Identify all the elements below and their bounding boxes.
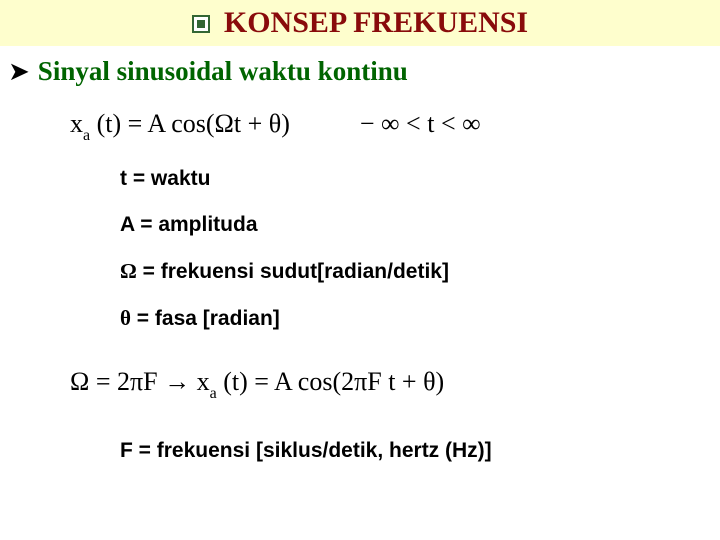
formula1-rhs: − ∞ < t < ∞ — [360, 109, 481, 138]
def-F: F = frekuensi [siklus/detik, hertz (Hz)] — [120, 439, 720, 463]
page-title: KONSEP FREKUENSI — [224, 6, 528, 40]
formula2-rhs: (t) = A cos(2πF t + θ) — [217, 367, 445, 396]
omega-symbol: Ω — [120, 259, 137, 283]
def-t: t = waktu — [120, 167, 720, 191]
formula-2: Ω = 2πF → xa (t) = A cos(2πF t + θ) — [60, 361, 454, 411]
def-theta: θ = fasa [radian] — [120, 306, 720, 331]
theta-symbol: θ — [120, 306, 131, 330]
formula1-mid: (t) = A cos(Ωt + θ) — [90, 109, 290, 138]
def-A: A = amplituda — [120, 213, 720, 237]
formula2-subscript: a — [210, 385, 217, 402]
formula1-subscript: a — [83, 127, 90, 144]
formula-1: xa (t) = A cos(Ωt + θ) − ∞ < t < ∞ — [60, 103, 491, 153]
formula1-lhs-sym: x — [70, 109, 83, 138]
def-omega-text: = frekuensi sudut[radian/detik] — [137, 260, 449, 283]
formula2-lhs: Ω = 2πF → x — [70, 367, 210, 396]
subtitle: Sinyal sinusoidal waktu kontinu — [38, 56, 408, 87]
arrow-bullet-icon: ➤ — [8, 56, 30, 87]
definitions-list: t = waktu A = amplituda Ω = frekuensi su… — [120, 167, 720, 331]
def-theta-text: = fasa [radian] — [131, 307, 280, 330]
title-bar: KONSEP FREKUENSI — [0, 0, 720, 46]
title-bullet-icon — [192, 15, 210, 33]
def-omega: Ω = frekuensi sudut[radian/detik] — [120, 259, 720, 284]
subtitle-row: ➤ Sinyal sinusoidal waktu kontinu — [0, 46, 720, 101]
